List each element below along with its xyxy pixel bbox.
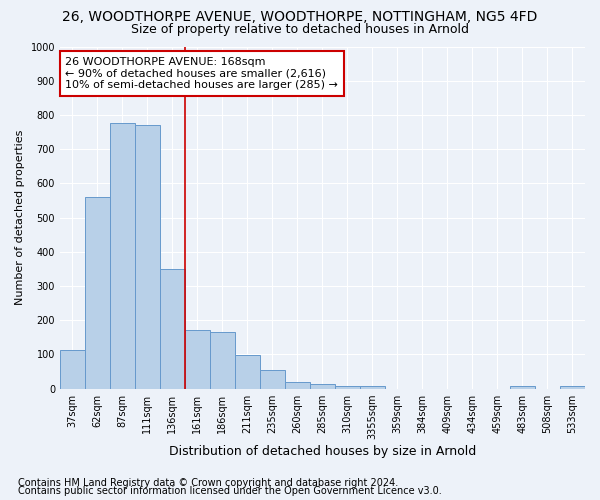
Text: Contains HM Land Registry data © Crown copyright and database right 2024.: Contains HM Land Registry data © Crown c… <box>18 478 398 488</box>
Bar <box>510 386 535 388</box>
Bar <box>210 332 235 388</box>
Bar <box>110 124 135 388</box>
Bar <box>135 125 160 388</box>
Text: Contains public sector information licensed under the Open Government Licence v3: Contains public sector information licen… <box>18 486 442 496</box>
Bar <box>60 350 85 389</box>
Bar <box>260 370 285 388</box>
Bar <box>310 384 335 388</box>
Bar <box>235 356 260 388</box>
Text: 26, WOODTHORPE AVENUE, WOODTHORPE, NOTTINGHAM, NG5 4FD: 26, WOODTHORPE AVENUE, WOODTHORPE, NOTTI… <box>62 10 538 24</box>
Bar <box>160 269 185 388</box>
Bar <box>335 386 360 388</box>
Bar <box>85 197 110 388</box>
Bar <box>560 386 585 388</box>
Y-axis label: Number of detached properties: Number of detached properties <box>15 130 25 305</box>
Text: 26 WOODTHORPE AVENUE: 168sqm
← 90% of detached houses are smaller (2,616)
10% of: 26 WOODTHORPE AVENUE: 168sqm ← 90% of de… <box>65 57 338 90</box>
X-axis label: Distribution of detached houses by size in Arnold: Distribution of detached houses by size … <box>169 444 476 458</box>
Bar <box>285 382 310 388</box>
Bar <box>185 330 210 388</box>
Bar <box>360 386 385 388</box>
Text: Size of property relative to detached houses in Arnold: Size of property relative to detached ho… <box>131 22 469 36</box>
